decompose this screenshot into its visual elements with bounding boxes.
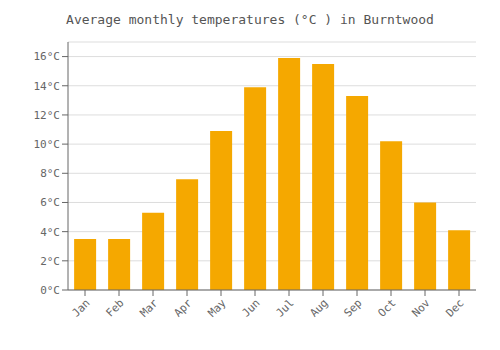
svg-text:0°C: 0°C [40,284,60,297]
svg-text:Mar: Mar [137,296,161,320]
svg-text:Jun: Jun [239,296,262,319]
svg-text:Oct: Oct [375,296,398,319]
svg-text:Feb: Feb [103,296,126,319]
html-text:Average monthly temperatures (: Average monthly temperatures (°C ) in Bu… [66,12,434,27]
svg-text:14°C: 14°C [34,80,61,93]
svg-text:6°C: 6°C [40,196,60,209]
svg-text:Apr: Apr [171,296,195,320]
svg-text:12°C: 12°C [34,109,61,122]
svg-text:Dec: Dec [443,296,466,319]
svg-text:2°C: 2°C [40,255,60,268]
svg-text:10°C: 10°C [34,138,61,151]
svg-text:16°C: 16°C [34,50,61,63]
svg-text:Jan: Jan [69,296,92,319]
svg-text:Sep: Sep [341,296,364,319]
svg-text:Nov: Nov [409,296,433,320]
svg-text:8°C: 8°C [40,167,60,180]
svg-text:Jul: Jul [273,296,296,319]
svg-text:May: May [205,296,229,320]
svg-text:4°C: 4°C [40,226,60,239]
svg-text:Aug: Aug [307,296,330,319]
